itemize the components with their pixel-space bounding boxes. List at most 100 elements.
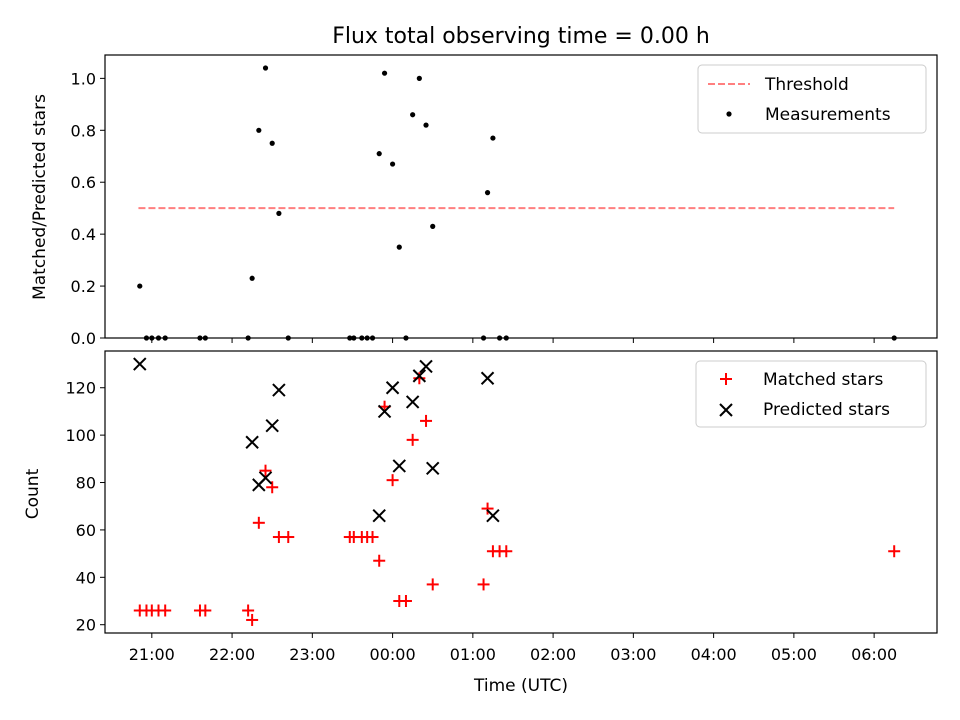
matched-star-point [500,545,513,558]
matched-star-point [426,578,439,591]
matched-star-point [246,613,259,626]
bottom-legend-box [695,360,927,428]
bottom-legend: Matched stars Predicted stars [695,360,927,428]
top-y-tick-label: 0.2 [71,277,96,296]
x-tick-label: 02:00 [530,645,576,664]
matched-star-point [406,433,419,446]
measurement-point [423,122,429,128]
matched-star-point [266,481,279,494]
measurements-legend-label: Measurements [765,105,891,125]
bottom-x-ticks: 21:00 22:00 23:00 00:00 01:00 02:00 03:00 04:00… [129,633,897,664]
matched-star-point [259,464,272,477]
measurement-point [389,161,396,167]
matched-star-point [252,516,265,529]
matched-star-point [366,531,379,544]
predicted-star-point [272,383,286,397]
top-y-tick-label: 0.8 [71,121,96,140]
bottom-axes-frame [104,350,938,634]
top-x-ticks [151,338,875,343]
predicted-star-point [419,359,433,374]
matched-star-point [373,554,386,567]
matched-star-point [477,578,490,591]
measurement-point [249,275,255,281]
measurements-points [137,65,897,341]
bottom-y-tick-label: 100 [65,426,96,445]
predicted-star-point [426,461,440,476]
x-tick-label: 21:00 [129,645,175,664]
bottom-y-tick-label: 20 [76,616,96,635]
predicted-star-point [405,395,420,409]
top-y-tick-label: 0.0 [71,329,96,348]
x-tick-label: 06:00 [851,645,897,664]
matched-star-point [386,474,399,487]
predicted-star-point [245,435,259,449]
x-tick-label: 04:00 [691,645,737,664]
matched-star-point [242,604,255,617]
matched-star-point [399,595,412,608]
matched-star-point [159,604,172,617]
measurement-point [381,70,388,76]
matched-star-point [199,604,212,617]
bottom-y-tick-label: 120 [65,379,96,398]
chart-title: Flux total observing time = 0.00 h [332,24,710,49]
top-legend: Threshold Measurements [697,64,927,134]
matched-star-point [282,531,295,544]
bottom-y-tick-label: 40 [76,568,96,587]
matched-legend-label: Matched stars [763,370,883,390]
measurement-point [376,151,382,157]
matched-star-point [888,545,901,558]
x-tick-label: 05:00 [771,645,817,664]
top-y-tick-label: 1.0 [71,69,96,88]
measurement-point [416,75,422,81]
bottom-panel: Count Time (UTC) 20 40 60 80 100 120 21:00 22:… [23,350,938,696]
x-axis-label: Time (UTC) [473,676,568,696]
predicted-star-point [377,404,392,419]
bottom-y-ticks: 20 40 60 80 100 120 [65,379,105,635]
x-tick-label: 23:00 [289,645,335,664]
top-y-tick-label: 0.4 [71,225,96,244]
bottom-y-tick-label: 60 [76,521,96,540]
predicted-star-point [486,508,500,523]
predicted-star-point [265,418,279,433]
top-y-ticks: 0.0 0.2 0.4 0.6 0.8 1.0 [71,69,105,348]
measurement-point [490,135,496,141]
measurement-point [276,210,282,216]
top-legend-box [697,64,927,134]
measurement-point [410,112,416,118]
measurement-point [262,65,269,71]
x-tick-label: 22:00 [209,645,255,664]
x-tick-label: 01:00 [450,645,496,664]
predicted-stars-points [133,357,500,523]
bottom-y-tick-label: 80 [76,474,96,493]
matched-star-point [413,372,426,385]
bottom-y-axis-label: Count [23,468,43,519]
top-panel: Flux total observing time = 0.00 h Match… [30,24,938,348]
predicted-star-point [480,371,495,385]
top-axes-frame [104,54,938,339]
x-tick-label: 00:00 [370,645,416,664]
measurement-point [484,190,491,196]
predicted-star-point [392,459,406,473]
measurement-point [269,140,275,146]
measurement-point [430,223,436,229]
threshold-legend-label: Threshold [764,75,849,95]
predicted-star-point [372,508,386,523]
predicted-star-point [258,471,273,485]
matched-star-point [481,502,494,515]
predicted-legend-label: Predicted stars [763,400,890,420]
matched-legend-swatch [720,373,732,385]
x-tick-label: 03:00 [610,645,656,664]
top-y-tick-label: 0.6 [71,173,96,192]
predicted-star-point [385,381,400,395]
matched-stars-points [133,372,901,626]
measurements-legend-swatch [726,111,732,117]
measurement-point [256,127,262,133]
measurement-point [137,283,143,289]
predicted-legend-swatch [719,403,733,417]
measurement-point [396,244,402,250]
top-y-axis-label: Matched/Predicted stars [30,94,50,300]
matched-star-point [420,414,433,427]
predicted-star-point [133,357,147,371]
predicted-star-point [412,369,427,383]
